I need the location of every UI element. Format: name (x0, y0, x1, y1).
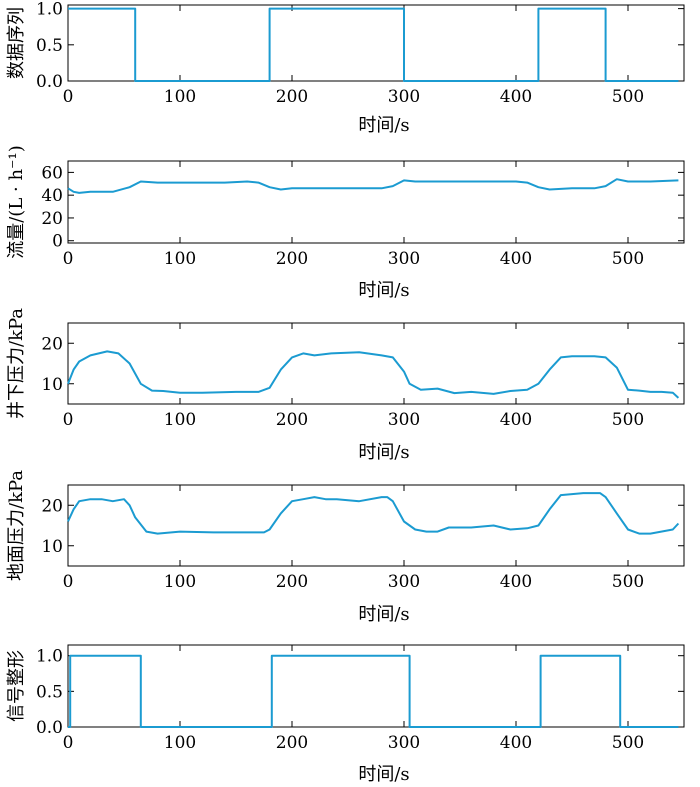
y-tick-label: 10 (41, 537, 63, 557)
plot-frame (67, 160, 685, 244)
y-tick-label: 20 (41, 334, 63, 354)
panel-surface-pressure: 0 100 200 300 400 500 10 20 时间/s 地面压力/kPa (6, 470, 685, 625)
panel-data-sequence: 0 100 200 300 400 500 0.0 0.5 1.0 时间/s 数据序列 (6, 0, 685, 136)
y-axis-label: 数据序列 (6, 7, 27, 79)
plot-frame (67, 4, 685, 82)
x-tick-label: 500 (612, 733, 644, 753)
panel-signal-shaping: 0 100 200 300 400 500 0.0 0.5 1.0 时间/s 信号整形 (6, 644, 685, 785)
x-axis-label: 时间/s (358, 115, 409, 136)
x-axis-label: 时间/s (358, 604, 409, 625)
plot-frame (67, 484, 685, 567)
x-tick-label: 100 (164, 249, 196, 269)
y-tick-label: 0.0 (36, 72, 63, 92)
series-line (67, 492, 680, 535)
x-tick-label: 400 (500, 733, 532, 753)
y-tick-label: 1.0 (36, 647, 63, 667)
x-tick-label: 300 (388, 572, 420, 592)
y-tick-label: 0 (52, 232, 63, 252)
x-tick-label: 100 (164, 733, 196, 753)
y-tick-label: 20 (41, 496, 63, 516)
y-tick-label: 0.5 (36, 36, 63, 56)
x-tick-label: 300 (388, 249, 420, 269)
y-tick-label: 1.0 (36, 0, 63, 20)
y-tick-label: 60 (41, 163, 63, 183)
x-tick-label: 300 (388, 87, 420, 107)
x-tick-label: 100 (164, 87, 196, 107)
x-tick-label: 400 (500, 87, 532, 107)
x-tick-label: 500 (612, 249, 644, 269)
y-tick-label: 0.5 (36, 682, 63, 702)
x-tick-label: 0 (63, 733, 74, 753)
x-tick-label: 300 (388, 733, 420, 753)
x-tick-label: 400 (500, 410, 532, 430)
y-axis-label: 流量/(L · h⁻¹) (6, 145, 27, 259)
x-tick-label: 500 (612, 572, 644, 592)
x-tick-label: 0 (63, 572, 74, 592)
series-line (68, 654, 679, 728)
x-tick-label: 100 (164, 572, 196, 592)
y-tick-label: 10 (41, 375, 63, 395)
panel-downhole-pressure: 0 100 200 300 400 500 10 20 时间/s 井下压力/kPa (6, 308, 685, 463)
y-axis-label: 井下压力/kPa (6, 308, 27, 419)
x-tick-label: 400 (500, 572, 532, 592)
y-tick-label: 0.0 (36, 718, 63, 738)
x-tick-label: 200 (276, 410, 308, 430)
x-tick-label: 0 (63, 249, 74, 269)
x-tick-label: 0 (63, 410, 74, 430)
plot-frame (67, 644, 685, 728)
x-tick-label: 400 (500, 249, 532, 269)
x-axis-label: 时间/s (358, 764, 409, 785)
x-tick-label: 0 (63, 87, 74, 107)
x-tick-label: 300 (388, 410, 420, 430)
x-axis-label: 时间/s (358, 442, 409, 463)
series-line (67, 178, 679, 194)
x-tick-label: 500 (612, 410, 644, 430)
series-line (67, 350, 680, 399)
y-axis-label: 信号整形 (6, 650, 27, 722)
y-axis-label: 地面压力/kPa (6, 470, 27, 581)
plot-frame (67, 322, 685, 405)
series-line (68, 7, 679, 82)
x-tick-label: 200 (276, 733, 308, 753)
y-tick-label: 40 (41, 186, 63, 206)
x-tick-label: 500 (612, 87, 644, 107)
x-tick-label: 100 (164, 410, 196, 430)
x-tick-label: 200 (276, 249, 308, 269)
x-axis-label: 时间/s (358, 280, 409, 301)
x-tick-label: 200 (276, 87, 308, 107)
x-tick-label: 200 (276, 572, 308, 592)
y-tick-label: 20 (41, 209, 63, 229)
